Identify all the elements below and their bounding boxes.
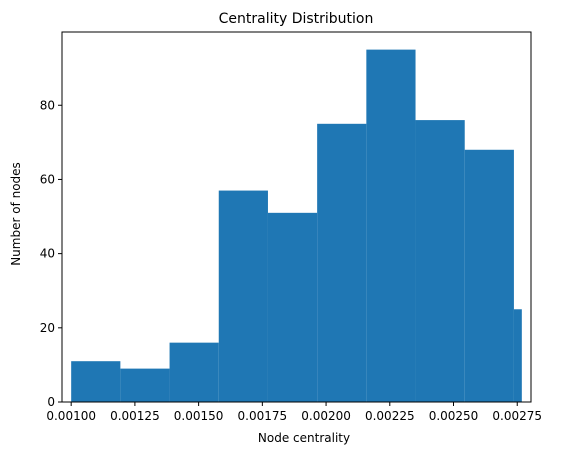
y-tick-label: 40 [40,247,55,261]
histogram-bar [120,368,170,402]
y-tick-label: 20 [40,321,55,335]
histogram-bar [169,342,219,402]
chart-title: Centrality Distribution [219,11,374,27]
y-axis-label: Number of nodes [9,162,23,266]
histogram-bar [71,361,121,402]
x-tick-label: 0.00175 [238,409,288,423]
histogram-bar [415,120,465,402]
histogram-bar [513,309,522,402]
x-tick-label: 0.00125 [110,409,160,423]
x-tick-label: 0.00275 [492,409,542,423]
histogram-bar [317,123,367,403]
x-axis-label: Node centrality [258,431,350,445]
histogram-bar [464,149,514,402]
histogram-bar [218,190,268,402]
histogram-bar [366,49,416,402]
x-tick-label: 0.00150 [174,409,224,423]
y-tick-label: 80 [40,98,55,112]
y-tick-label: 60 [40,172,55,186]
y-axis: 0 20 40 60 80 [40,98,62,409]
x-tick-label: 0.00200 [301,409,351,423]
x-axis: 0.00100 0.00125 0.00150 0.00175 0.00200 0.002… [46,402,542,423]
bars-group [71,49,522,403]
histogram-bar [267,212,318,402]
x-tick-label: 0.00225 [365,409,415,423]
y-tick-label: 0 [47,395,55,409]
x-tick-label: 0.00100 [46,409,96,423]
plot-frame [61,31,532,403]
x-tick-label: 0.00250 [429,409,479,423]
